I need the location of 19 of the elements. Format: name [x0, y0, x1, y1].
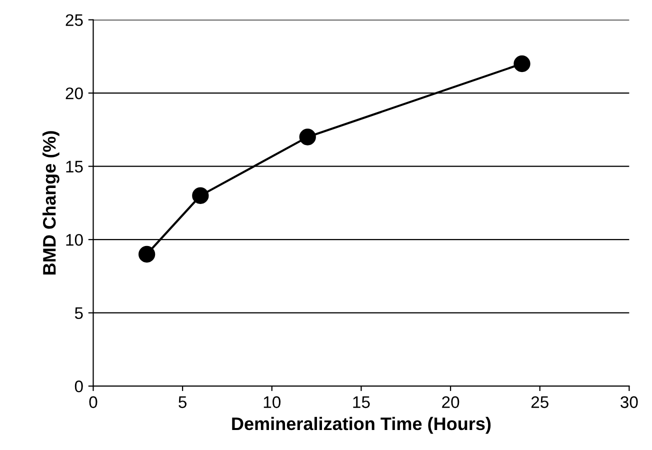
x-tick-label: 5 [178, 396, 186, 408]
x-tick-label: 15 [353, 396, 370, 408]
x-tick-label: 25 [531, 396, 548, 408]
point [299, 128, 316, 146]
x-tick-label: 0 [89, 396, 98, 408]
x-tick-label: 30 [620, 396, 638, 408]
y-tick-label: 5 [74, 307, 83, 320]
y-tick-label: 25 [66, 14, 83, 26]
x-tick-label: 20 [442, 396, 460, 408]
x-tick-label: 10 [264, 396, 280, 408]
y-tick-label: 0 [74, 380, 83, 392]
y-tick-label: 15 [66, 160, 83, 173]
y-axis-title: BMD Change (%) [42, 131, 60, 274]
point [514, 55, 530, 72]
point [192, 187, 209, 204]
y-tick-label: 10 [66, 234, 83, 246]
x-axis-title: Demineralization Time (Hours) [232, 416, 491, 434]
point [138, 246, 156, 263]
y-tick-label: 20 [66, 87, 83, 100]
